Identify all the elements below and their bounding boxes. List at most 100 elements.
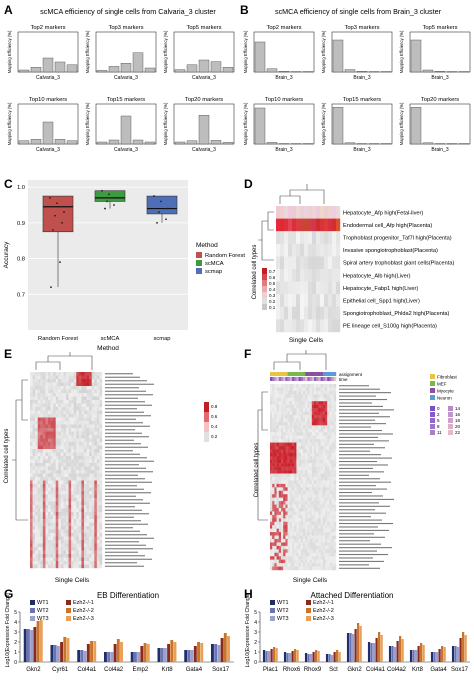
panel-e-heat-cell — [66, 382, 69, 387]
panel-f-heat-cell — [270, 487, 273, 491]
panel-f-heat-cell — [294, 521, 297, 526]
panel-f-heat-cell — [278, 508, 282, 512]
panel-f-heat-cell — [327, 411, 330, 416]
panel-e-heat-cell — [94, 536, 98, 541]
panel-f-heat-cell — [303, 521, 306, 526]
panel-f-heat-cell — [296, 401, 299, 405]
panel-f-heat-cell — [281, 439, 284, 443]
panel-d-heat-cell — [332, 231, 337, 244]
panel-f-heat-cell — [289, 387, 293, 392]
panel-f-heat-cell — [316, 497, 319, 502]
panel-f-heat-cell — [289, 394, 293, 398]
panel-f-heat-cell — [318, 566, 321, 571]
panel-e-heat-cell — [53, 400, 56, 404]
panel-f-annot-time — [296, 377, 299, 381]
panel-e-heat-cell — [71, 396, 74, 401]
panel-f-heat-cell — [320, 518, 323, 522]
panel-f-heat-cell — [333, 408, 337, 412]
panel-f-legend-label: Neuron — [437, 396, 452, 401]
panel-e-heat-cell — [81, 459, 85, 464]
panel-e-heat-cell — [45, 501, 49, 506]
panel-e-heat-cell — [68, 456, 72, 460]
panel-f-heat-cell — [331, 483, 334, 488]
panel-f-heat-cell — [274, 539, 277, 543]
panel-f-heat-cell — [325, 397, 328, 402]
panel-e-heat-cell — [37, 498, 41, 502]
panel-e-heat-cell — [37, 512, 41, 516]
panel-e-heat-cell — [73, 473, 77, 478]
panel-e-heat-cell — [73, 379, 77, 383]
panel-f-heat-cell — [329, 542, 332, 547]
panel-e-heat-cell — [66, 445, 69, 450]
panel-f-heat-cell — [278, 528, 282, 533]
panel-f-heat-cell — [289, 497, 293, 502]
panel-f-heat-cell — [329, 404, 332, 409]
panel-f-heat-cell — [285, 545, 288, 550]
panel-f-heat-cell — [327, 466, 330, 471]
panel-e-heat-cell — [96, 428, 100, 432]
panel-f-heat-cell — [305, 521, 308, 526]
panel-f-heat-cell — [278, 487, 282, 491]
panel-e-heat-cell — [76, 379, 80, 383]
panel-f-annot-assignment — [300, 372, 304, 376]
panel-f-heat-cell — [274, 504, 277, 509]
panel-e-heat-cell — [68, 561, 72, 565]
panel-e-heat-cell — [68, 519, 72, 523]
panel-f-heat-cell — [283, 508, 286, 512]
panel-e-heat-cell — [30, 526, 33, 530]
panel-f-heat-cell — [309, 456, 312, 460]
panel-f-heat-cell — [272, 552, 275, 557]
panel-f-heat-cell — [270, 384, 273, 388]
panel-e-heat-cell — [60, 428, 64, 432]
panel-f-heat-cell — [272, 432, 275, 436]
panel-f-annot-time — [289, 377, 293, 381]
panel-e-row-label-mark — [105, 380, 147, 382]
panel-f-heat-cell — [307, 449, 310, 454]
panel-f-heat-cell — [311, 452, 315, 457]
panel-f-heat-cell — [292, 418, 295, 423]
panel-e-heat-cell — [58, 533, 62, 537]
panel-f-heat-cell — [316, 518, 319, 522]
panel-d-heat-cell — [304, 269, 309, 282]
panel-f-heat-cell — [320, 542, 323, 547]
panel-e-heat-cell — [81, 554, 85, 558]
panel-f-heat-cell — [333, 480, 337, 485]
panel-f-heat-cell — [276, 494, 279, 498]
panel-e-heat-cell — [55, 379, 59, 383]
panel-f-heat-cell — [327, 497, 330, 502]
panel-e-heat-cell — [66, 393, 69, 397]
panel-e-heat-cell — [45, 533, 49, 537]
panel-e-heat-cell — [99, 494, 103, 499]
panel-a-bar — [30, 138, 42, 145]
panel-a-bar — [210, 140, 222, 145]
panel-e-heat-cell — [42, 372, 46, 376]
panel-d-heat-cell — [308, 231, 313, 244]
panel-g-bar — [173, 642, 177, 662]
panel-e-heat-cell — [63, 403, 67, 408]
panel-f-heat-cell — [289, 535, 293, 540]
panel-f-row-label-mark — [339, 467, 373, 469]
panel-f-heat-cell — [285, 532, 288, 536]
panel-e-heat-cell — [50, 466, 54, 471]
panel-d-heat-cell — [324, 281, 329, 295]
panel-f-heat-cell — [298, 528, 301, 533]
panel-d-colorbar-step — [262, 298, 267, 304]
panel-h-bar — [333, 652, 336, 662]
panel-f-heat-cell — [327, 563, 330, 567]
panel-e-heat-cell — [35, 403, 38, 408]
panel-h-bar — [393, 647, 397, 662]
panel-f-heat-cell — [278, 552, 282, 557]
panel-g-legend-label: Ezh2-/-2 — [73, 608, 94, 614]
panel-e-heat-cell — [40, 505, 44, 509]
panel-e-heat-cell — [55, 466, 59, 471]
panel-e-heat-cell — [40, 452, 44, 457]
panel-e-heat-cell — [63, 550, 67, 555]
panel-f-heat-cell — [285, 501, 288, 505]
panel-f-heat-cell — [309, 525, 312, 529]
panel-e-heat-cell — [86, 498, 90, 502]
panel-e-heat-cell — [99, 561, 103, 565]
panel-f-heat-cell — [287, 556, 290, 560]
panel-f-heat-cell — [278, 535, 282, 540]
panel-h-legend-label: Ezh2-/-3 — [313, 616, 334, 622]
panel-f-heat-cell — [309, 556, 312, 560]
